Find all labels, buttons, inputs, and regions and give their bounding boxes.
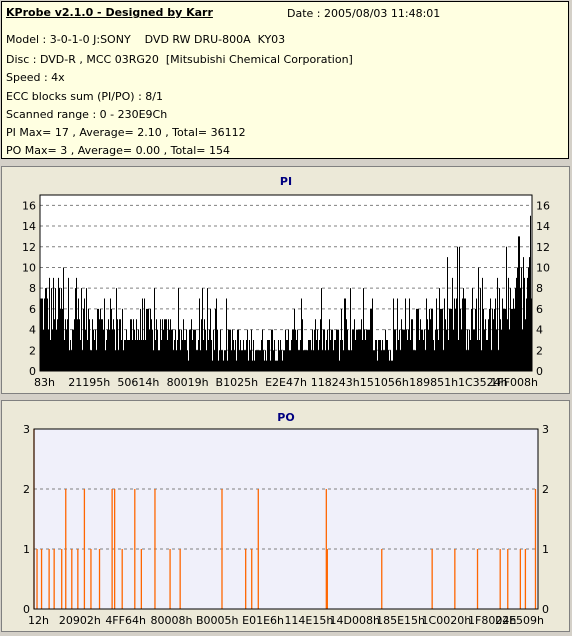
pi-y-tick-label-left: 14 — [22, 220, 36, 233]
pi-chart: PI 0 0 2 2 4 4 6 6 8 8 10 10 12 12 14 14 16 16 83h 21195h 50… — [22, 175, 550, 389]
pi-y-tick-label-right: 12 — [536, 241, 550, 254]
pi-x-tick-label: 189851h — [409, 376, 458, 389]
pi-y-tick-label-left: 4 — [29, 324, 36, 337]
po-y-tick-label-right: 2 — [542, 483, 549, 496]
info-scanned-range: Scanned range : 0 - 230E9Ch — [6, 108, 168, 121]
pi-y-tick-label-left: 8 — [29, 282, 36, 295]
info-ecc-blocks: ECC blocks sum (PI/PO) : 8/1 — [6, 90, 163, 103]
pi-x-tick-label: 21195h — [68, 376, 110, 389]
info-disc: Disc : DVD-R , MCC 03RG20 [Mitsubishi Ch… — [6, 53, 353, 66]
po-chart: PO 0 0 1 1 2 2 3 3 12h 20902h 4FF64h 80008h B0005h E0… — [23, 411, 549, 627]
po-chart-title: PO — [277, 411, 294, 424]
pi-x-tick-label: 151056h — [360, 376, 409, 389]
pi-y-tick-label-right: 8 — [536, 282, 543, 295]
pi-chart-panel: PI 0 0 2 2 4 4 6 6 8 8 10 10 12 12 14 14 16 16 83h 21195h 50… — [1, 166, 570, 394]
info-pi-summary: PI Max= 17 , Average= 2.10 , Total= 3611… — [6, 126, 246, 139]
po-y-tick-label-right: 3 — [542, 423, 549, 436]
po-x-tick-label: 20902h — [59, 614, 101, 627]
info-speed: Speed : 4x — [6, 71, 65, 84]
info-model: Model : 3-0-1-0 J:SONY DVD RW DRU-800A K… — [6, 33, 286, 46]
po-x-tick-label: 12h — [28, 614, 49, 627]
po-y-tick-label-left: 0 — [23, 603, 30, 616]
pi-x-tick-label: 1FF008h — [490, 376, 538, 389]
po-x-tick-label: 114E15h — [284, 614, 333, 627]
pi-x-tick-label: 80019h — [167, 376, 209, 389]
po-x-tick-label: 185E15h — [376, 614, 425, 627]
po-plot-area — [33, 428, 539, 610]
pi-y-tick-label-right: 14 — [536, 220, 550, 233]
pi-x-tick-label: 118243h — [311, 376, 360, 389]
po-x-tick-label: 1F8004h — [468, 614, 516, 627]
pi-y-tick-label-left: 6 — [29, 303, 36, 316]
po-x-tick-label: 22E509h — [495, 614, 544, 627]
pi-plot-border — [39, 194, 533, 372]
po-x-tick-label: 1C0020h — [422, 614, 472, 627]
pi-x-tick-label: E2E47h — [265, 376, 307, 389]
app-title: KProbe v2.1.0 - Designed by Karr — [6, 6, 213, 19]
po-x-tick-label: 4FF64h — [105, 614, 146, 627]
report-info-panel: KProbe v2.1.0 - Designed by Karr Date : … — [1, 1, 569, 159]
pi-chart-title: PI — [280, 175, 292, 188]
po-y-tick-label-left: 3 — [23, 423, 30, 436]
pi-x-tick-label: 1C3524h — [458, 376, 508, 389]
pi-x-tick-label: 83h — [34, 376, 55, 389]
po-y-tick-label-left: 1 — [23, 543, 30, 556]
pi-y-tick-label-left: 2 — [29, 344, 36, 357]
pi-x-tick-label: 50614h — [117, 376, 159, 389]
po-chart-panel: PO 0 0 1 1 2 2 3 3 12h 20902h 4FF64h 80008h B0005h E0… — [1, 400, 570, 632]
pi-y-tick-label-left: 10 — [22, 261, 36, 274]
scan-date: Date : 2005/08/03 11:48:01 — [287, 7, 441, 20]
pi-y-tick-label-left: 0 — [29, 365, 36, 378]
pi-y-tick-label-right: 6 — [536, 303, 543, 316]
pi-y-tick-label-right: 16 — [536, 199, 550, 212]
pi-bar-series — [40, 215, 532, 371]
pi-y-tick-label-left: 12 — [22, 241, 36, 254]
pi-y-tick-label-left: 16 — [22, 199, 36, 212]
pi-y-tick-label-right: 2 — [536, 344, 543, 357]
po-y-tick-label-left: 2 — [23, 483, 30, 496]
po-plot-border — [33, 428, 539, 610]
po-x-tick-label: E01E6h — [242, 614, 284, 627]
po-bar-series — [33, 429, 537, 609]
pi-y-tick-label-right: 10 — [536, 261, 550, 274]
po-x-tick-label: B0005h — [196, 614, 239, 627]
pi-y-tick-label-right: 4 — [536, 324, 543, 337]
po-x-tick-label: 14D008h — [330, 614, 380, 627]
info-po-summary: PO Max= 3 , Average= 0.00 , Total= 154 — [6, 144, 230, 157]
pi-y-tick-label-right: 0 — [536, 365, 543, 378]
po-y-tick-label-right: 0 — [542, 603, 549, 616]
po-x-tick-label: 80008h — [150, 614, 192, 627]
pi-x-tick-label: B1025h — [216, 376, 259, 389]
po-y-tick-label-right: 1 — [542, 543, 549, 556]
